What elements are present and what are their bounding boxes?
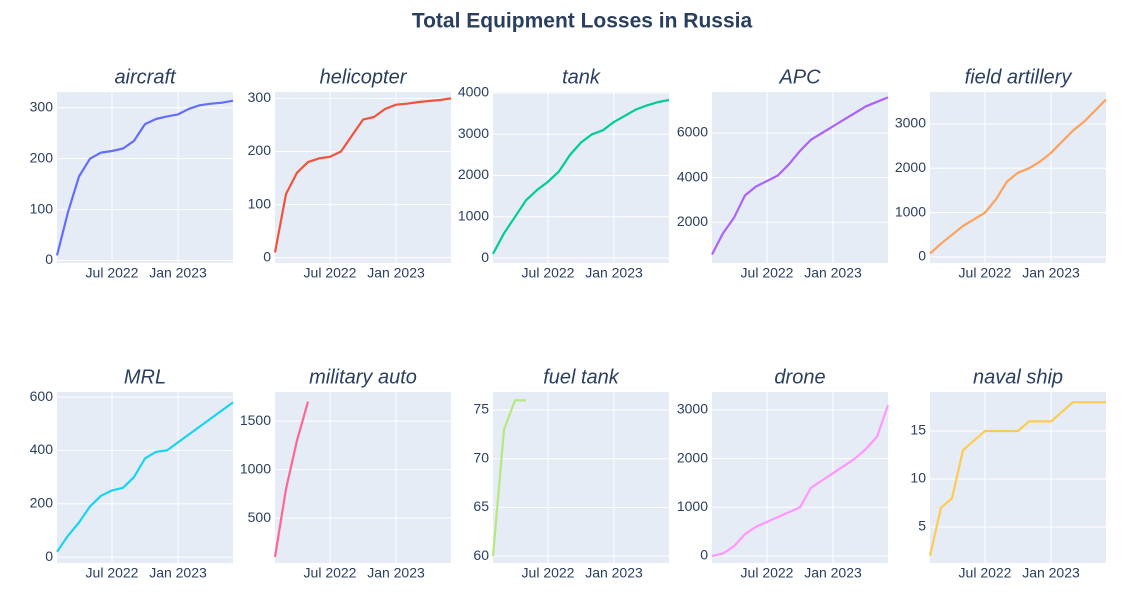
x-tick-label: Jul 2022 xyxy=(959,565,1012,581)
y-tick-label: 0 xyxy=(700,547,708,563)
y-tick-label: 70 xyxy=(473,449,489,465)
subplot-title: naval ship xyxy=(973,366,1063,388)
subplot-title: military auto xyxy=(309,366,417,388)
subplot: field artillery 0 1000 2000 3000 Jul 2022 Jan … xyxy=(895,66,1107,281)
y-tick-label: 200 xyxy=(248,142,272,158)
y-tick-label: 400 xyxy=(30,441,54,457)
x-tick-label: Jan 2023 xyxy=(804,565,862,581)
y-tick-label: 2000 xyxy=(458,166,489,182)
subplot: MRL 0 200 400 600 Jul 2022 Jan 2023 xyxy=(30,366,234,581)
y-tick-label: 3000 xyxy=(677,401,708,417)
line-series xyxy=(273,401,310,558)
y-tick-label: 1500 xyxy=(240,412,271,428)
y-tick-label: 1000 xyxy=(458,207,489,223)
x-tick-label: Jan 2023 xyxy=(1022,565,1080,581)
y-tick-label: 100 xyxy=(248,195,272,211)
x-tick-label: Jul 2022 xyxy=(522,265,575,281)
y-tick-label: 0 xyxy=(918,248,926,264)
plot-background xyxy=(930,392,1106,563)
y-tick-label: 60 xyxy=(473,547,489,563)
plot-background xyxy=(493,92,669,263)
x-tick-label: Jul 2022 xyxy=(304,565,357,581)
x-tick-label: Jan 2023 xyxy=(585,565,643,581)
y-tick-label: 1000 xyxy=(240,460,271,476)
plot-background xyxy=(57,92,233,263)
x-tick-label: Jul 2022 xyxy=(522,565,575,581)
line-series xyxy=(928,401,1106,557)
y-tick-label: 5 xyxy=(918,518,926,534)
y-tick-label: 2000 xyxy=(895,159,926,175)
subplot: tank 0 1000 2000 3000 4000 Jul 2022 Jan 2023 xyxy=(458,66,670,281)
y-tick-label: 0 xyxy=(45,548,53,564)
x-tick-label: Jul 2022 xyxy=(959,265,1012,281)
subplot: helicopter 0 100 200 300 Jul 2022 Jan 2023 xyxy=(248,66,452,281)
subplot: military auto 500 1000 1500 Jul 2022 Jan 2023 xyxy=(240,366,451,581)
plot-background xyxy=(57,392,233,563)
y-tick-label: 10 xyxy=(910,470,926,486)
y-tick-label: 200 xyxy=(30,149,54,165)
x-tick-label: Jan 2023 xyxy=(585,265,643,281)
y-tick-label: 4000 xyxy=(458,84,489,100)
subplot-title: MRL xyxy=(124,366,166,388)
y-tick-label: 3000 xyxy=(895,115,926,131)
plot-background xyxy=(712,392,888,563)
y-tick-label: 300 xyxy=(248,89,272,105)
subplot: fuel tank 60 65 70 75 Jul 2022 Jan 2023 xyxy=(473,366,669,581)
y-tick-label: 75 xyxy=(473,401,489,417)
line-series xyxy=(929,98,1107,255)
plot-background xyxy=(930,92,1106,263)
subplot-title: helicopter xyxy=(320,66,408,88)
x-tick-label: Jul 2022 xyxy=(86,265,139,281)
x-tick-label: Jul 2022 xyxy=(741,565,794,581)
x-tick-label: Jan 2023 xyxy=(367,265,425,281)
y-tick-label: 1000 xyxy=(677,498,708,514)
x-tick-label: Jul 2022 xyxy=(86,565,139,581)
line-series xyxy=(492,98,670,255)
subplot: aircraft 0 100 200 300 Jul 2022 Jan 2023 xyxy=(30,66,234,281)
y-tick-label: 2000 xyxy=(677,213,708,229)
y-tick-label: 2000 xyxy=(677,449,708,465)
x-tick-label: Jan 2023 xyxy=(367,565,425,581)
x-tick-label: Jan 2023 xyxy=(149,565,207,581)
y-tick-label: 0 xyxy=(481,249,489,265)
y-tick-label: 1000 xyxy=(895,203,926,219)
y-tick-label: 500 xyxy=(248,509,272,525)
line-series xyxy=(711,96,889,256)
y-tick-label: 15 xyxy=(910,422,926,438)
y-tick-label: 3000 xyxy=(458,125,489,141)
subplot-title: tank xyxy=(562,66,601,88)
plot-background xyxy=(275,392,451,563)
subplot-title: APC xyxy=(778,66,821,88)
subplot-title: field artillery xyxy=(965,66,1073,88)
line-series xyxy=(56,401,234,553)
chart-title: Total Equipment Losses in Russia xyxy=(412,10,753,33)
subplot-title: aircraft xyxy=(114,66,177,88)
y-tick-label: 4000 xyxy=(677,168,708,184)
x-tick-label: Jan 2023 xyxy=(804,265,862,281)
y-tick-label: 6000 xyxy=(677,124,708,140)
plot-background xyxy=(275,92,451,263)
y-tick-label: 0 xyxy=(263,248,271,264)
subplot: naval ship 5 10 15 Jul 2022 Jan 2023 xyxy=(910,366,1106,581)
subplot-title: fuel tank xyxy=(543,366,620,388)
y-tick-label: 600 xyxy=(30,388,54,404)
x-tick-label: Jul 2022 xyxy=(304,265,357,281)
subplot: APC 2000 4000 6000 Jul 2022 Jan 2023 xyxy=(677,66,889,281)
x-tick-label: Jul 2022 xyxy=(741,265,794,281)
line-series xyxy=(491,399,526,557)
y-tick-label: 65 xyxy=(473,498,489,514)
y-tick-label: 0 xyxy=(45,251,53,267)
y-tick-label: 300 xyxy=(30,98,54,114)
line-series xyxy=(55,99,234,256)
line-series xyxy=(711,404,890,557)
x-tick-label: Jan 2023 xyxy=(1022,265,1080,281)
y-tick-label: 100 xyxy=(30,200,54,216)
x-tick-label: Jan 2023 xyxy=(149,265,207,281)
plot-background xyxy=(493,392,669,563)
y-tick-label: 200 xyxy=(30,494,54,510)
subplot: drone 0 1000 2000 3000 Jul 2022 Jan 2023 xyxy=(677,366,890,581)
line-series xyxy=(273,97,452,253)
subplot-title: drone xyxy=(774,366,825,388)
